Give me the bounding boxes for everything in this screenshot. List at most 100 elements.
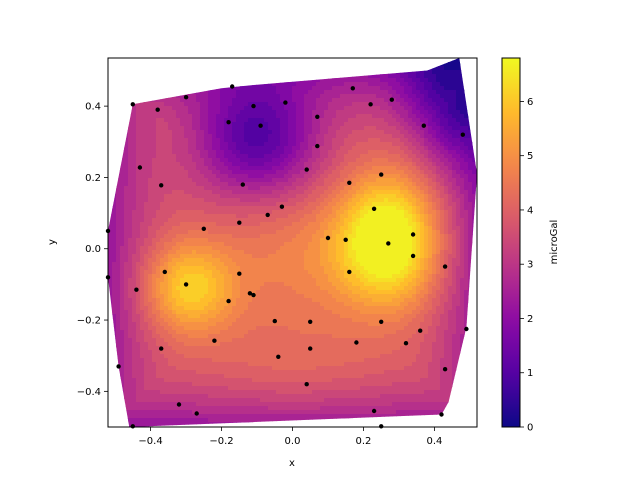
contour-cell [356, 102, 361, 107]
contour-cell [376, 122, 381, 127]
contour-cell [380, 198, 385, 203]
contour-cell [320, 214, 325, 219]
contour-cell [248, 234, 253, 239]
contour-cell [312, 142, 317, 147]
contour-cell [456, 118, 461, 123]
contour-cell [412, 230, 417, 235]
contour-cell [184, 106, 189, 111]
contour-cell [156, 130, 161, 135]
contour-cell [108, 242, 113, 247]
contour-cell [408, 218, 413, 223]
contour-cell [344, 226, 349, 231]
contour-cell [208, 262, 213, 267]
contour-cell [404, 74, 409, 79]
contour-cell [192, 258, 197, 263]
contour-cell [312, 90, 317, 95]
contour-cell [304, 238, 309, 243]
contour-cell [424, 198, 429, 203]
contour-cell [136, 242, 141, 247]
contour-cell [304, 106, 309, 111]
contour-cell [368, 170, 373, 175]
contour-cell [196, 266, 201, 271]
contour-cell [440, 70, 445, 75]
contour-cell [200, 106, 205, 111]
contour-cell [216, 210, 221, 215]
contour-cell [412, 110, 417, 115]
contour-cell [324, 186, 329, 191]
contour-cell [364, 106, 369, 111]
contour-cell [256, 190, 261, 195]
contour-cell [440, 178, 445, 183]
contour-cell [368, 174, 373, 179]
contour-cell [292, 254, 297, 259]
contour-cell [312, 194, 317, 199]
contour-cell [340, 186, 345, 191]
contour-cell [248, 206, 253, 211]
contour-cell [132, 262, 137, 267]
contour-cell [192, 230, 197, 235]
contour-cell [216, 250, 221, 255]
contour-cell [224, 206, 229, 211]
contour-cell [456, 218, 461, 223]
contour-cell [260, 86, 265, 91]
contour-cell [468, 186, 473, 191]
contour-cell [368, 186, 373, 191]
contour-cell [132, 254, 137, 259]
contour-cell [324, 242, 329, 247]
contour-cell [468, 210, 473, 215]
contour-cell [388, 210, 393, 215]
contour-cell [108, 222, 113, 227]
contour-cell [244, 162, 249, 167]
contour-cell [352, 234, 357, 239]
contour-cell [296, 98, 301, 103]
contour-cell [132, 198, 137, 203]
contour-cell [320, 238, 325, 243]
contour-cell [252, 130, 257, 135]
contour-cell [424, 166, 429, 171]
contour-cell [160, 178, 165, 183]
contour-cell [248, 254, 253, 259]
contour-cell [208, 166, 213, 171]
contour-cell [220, 186, 225, 191]
contour-cell [140, 250, 145, 255]
contour-cell [316, 198, 321, 203]
contour-cell [356, 230, 361, 235]
contour-cell [192, 226, 197, 231]
contour-cell [380, 110, 385, 115]
contour-cell [468, 170, 473, 175]
contour-cell [460, 174, 465, 179]
contour-cell [444, 86, 449, 91]
contour-cell [360, 254, 365, 259]
contour-cell [320, 266, 325, 271]
contour-cell [392, 122, 397, 127]
contour-cell [152, 266, 157, 271]
contour-cell [248, 266, 253, 271]
contour-cell [396, 98, 401, 103]
contour-cell [284, 222, 289, 227]
contour-cell [412, 90, 417, 95]
contour-cell [288, 210, 293, 215]
contour-cell [448, 186, 453, 191]
contour-cell [300, 126, 305, 131]
contour-cell [372, 142, 377, 147]
contour-cell [408, 86, 413, 91]
contour-cell [468, 134, 473, 139]
contour-cell [116, 186, 121, 191]
contour-cell [212, 262, 217, 267]
contour-cell [360, 142, 365, 147]
contour-cell [412, 182, 417, 187]
contour-cell [156, 170, 161, 175]
contour-cell [160, 266, 165, 271]
contour-cell [324, 138, 329, 143]
contour-cell [172, 114, 177, 119]
contour-cell [188, 170, 193, 175]
contour-cell [324, 218, 329, 223]
contour-cell [284, 150, 289, 155]
contour-cell [320, 122, 325, 127]
contour-cell [332, 258, 337, 263]
contour-cell [284, 106, 289, 111]
contour-cell [244, 186, 249, 191]
contour-cell [400, 246, 405, 251]
contour-cell [428, 138, 433, 143]
contour-cell [240, 210, 245, 215]
